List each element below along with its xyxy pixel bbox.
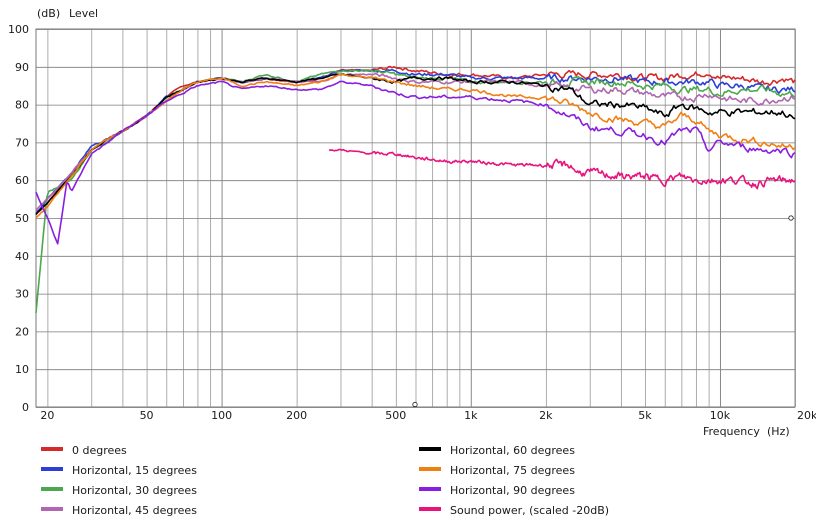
legend-swatch xyxy=(419,507,441,511)
x-axis: 20 50 100 200 500 1k 2k 5k 10k 20k xyxy=(40,409,816,422)
x-tick-label: 20 xyxy=(40,409,54,422)
legend-swatch xyxy=(41,507,63,511)
y-tick-label: 60 xyxy=(15,174,29,187)
series-line-7 xyxy=(328,148,796,190)
legend-label: 0 degrees xyxy=(72,444,127,457)
legend-swatch xyxy=(41,467,63,471)
legend: 0 degrees Horizontal, 15 degrees Horizonta… xyxy=(41,444,609,517)
legend-label: Sound power, (scaled -20dB) xyxy=(450,504,609,517)
x-tick-label: 10k xyxy=(710,409,731,422)
legend-label: Horizontal, 30 degrees xyxy=(72,484,197,497)
y-tick-label: 10 xyxy=(15,363,29,376)
y-tick-label: 90 xyxy=(15,61,29,74)
cursor-marker xyxy=(412,401,418,408)
series-line-6 xyxy=(35,80,796,245)
y-axis-label: Level xyxy=(69,7,98,20)
y-tick-label: 40 xyxy=(15,250,29,263)
x-tick-label: 5k xyxy=(638,409,652,422)
x-tick-label: 1k xyxy=(464,409,478,422)
plot-area xyxy=(35,65,796,408)
x-tick-label: 50 xyxy=(140,409,154,422)
y-axis-unit: (dB) xyxy=(37,7,60,20)
y-tick-label: 0 xyxy=(22,401,29,414)
x-axis-unit: (Hz) xyxy=(767,425,790,438)
legend-swatch xyxy=(419,467,441,471)
y-tick-label: 80 xyxy=(15,99,29,112)
series-line-4 xyxy=(35,73,796,215)
y-tick-label: 70 xyxy=(15,136,29,149)
x-tick-label: 20k xyxy=(797,409,816,422)
x-tick-label: 100 xyxy=(211,409,232,422)
x-tick-label: 200 xyxy=(286,409,307,422)
legend-swatch xyxy=(419,447,441,451)
y-tick-label: 20 xyxy=(15,325,29,338)
y-tick-label: 30 xyxy=(15,288,29,301)
x-tick-label: 500 xyxy=(385,409,406,422)
y-axis: 0 10 20 30 40 50 60 70 80 90 100 xyxy=(8,23,29,414)
legend-label: Horizontal, 60 degrees xyxy=(450,444,575,457)
x-axis-label: Frequency xyxy=(703,425,760,438)
legend-swatch xyxy=(41,487,63,491)
y-tick-label: 50 xyxy=(15,212,29,225)
cursor-marker xyxy=(788,215,794,221)
legend-label: Horizontal, 45 degrees xyxy=(72,504,197,517)
legend-label: Horizontal, 75 degrees xyxy=(450,464,575,477)
series-line-5 xyxy=(35,73,796,219)
x-tick-label: 2k xyxy=(539,409,553,422)
legend-swatch xyxy=(419,487,441,491)
legend-label: Horizontal, 15 degrees xyxy=(72,464,197,477)
legend-swatch xyxy=(41,447,63,451)
legend-label: Horizontal, 90 degrees xyxy=(450,484,575,497)
y-tick-label: 100 xyxy=(8,23,29,36)
